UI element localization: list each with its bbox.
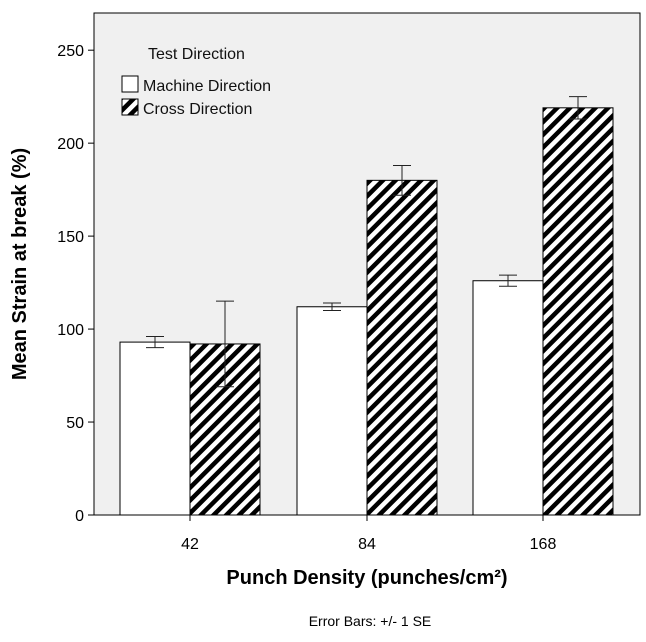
y-tick-label: 250 bbox=[57, 43, 84, 60]
y-tick-label: 0 bbox=[75, 508, 84, 525]
bar-cross-84 bbox=[366, 179, 438, 516]
y-axis-label: Mean Strain at break (%) bbox=[9, 148, 31, 380]
error-bars-note: Error Bars: +/- 1 SE bbox=[309, 613, 432, 629]
y-tick-label: 200 bbox=[57, 136, 84, 153]
x-tick-label: 168 bbox=[530, 536, 557, 553]
legend-swatch-machine bbox=[121, 75, 139, 93]
x-tick-label: 84 bbox=[358, 536, 376, 553]
legend-swatch-cross bbox=[121, 98, 139, 116]
legend-label-machine: Machine Direction bbox=[143, 78, 271, 95]
y-axis: 0 50 100 150 200 250 bbox=[57, 43, 94, 525]
error-bars bbox=[146, 96, 587, 388]
y-tick-label: 50 bbox=[66, 415, 84, 432]
legend-label-cross: Cross Direction bbox=[143, 101, 252, 118]
bar-machine-42 bbox=[119, 341, 191, 516]
bar-machine-84 bbox=[296, 306, 368, 516]
y-tick-label: 150 bbox=[57, 229, 84, 246]
x-axis: 42 84 168 bbox=[181, 515, 556, 553]
x-tick-label: 42 bbox=[181, 536, 199, 553]
x-axis-label: Punch Density (punches/cm²) bbox=[226, 567, 507, 589]
bar-cross-168 bbox=[542, 107, 614, 516]
y-tick-label: 100 bbox=[57, 322, 84, 339]
bar-machine-168 bbox=[472, 280, 544, 516]
legend-title: Test Direction bbox=[148, 46, 245, 63]
legend: Test Direction Machine Direction Cross D… bbox=[121, 46, 271, 118]
